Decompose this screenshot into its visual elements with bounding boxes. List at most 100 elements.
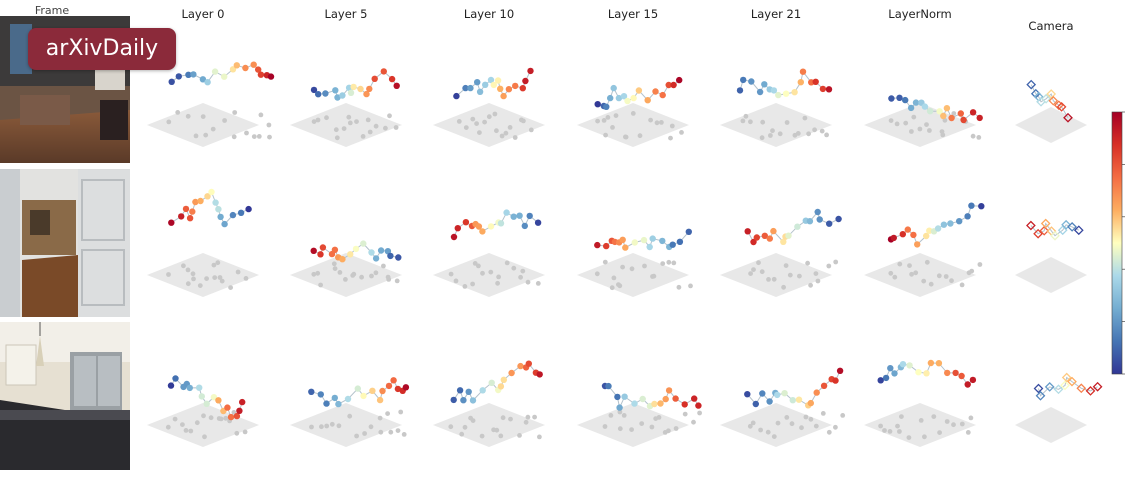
shadow-point [899, 414, 904, 419]
plot-r2-c1 [147, 188, 259, 297]
trajectory-point [331, 394, 338, 402]
shadow-point [470, 116, 476, 122]
trajectory-point [978, 203, 985, 210]
trajectory-point [976, 114, 983, 122]
trajectory-point [479, 387, 486, 394]
shadow-point [959, 282, 965, 288]
trajectory-point [915, 369, 922, 376]
column-title-layer-10: Layer 10 [464, 7, 514, 21]
trajectory-point [750, 238, 757, 246]
camera-frustum-marker [1026, 79, 1037, 90]
shadow-point [748, 271, 753, 276]
trajectory-point [267, 73, 275, 80]
trajectory-point [339, 256, 346, 263]
trajectory-point [782, 90, 790, 97]
trajectory-point [497, 220, 505, 227]
trajectory-point [657, 400, 664, 407]
ground-plane [1015, 107, 1087, 143]
shadow-point [630, 111, 636, 116]
trajectory-point [957, 110, 964, 117]
trajectory-point [233, 62, 240, 69]
ground-plane [147, 103, 259, 147]
shadow-point [620, 264, 625, 270]
shadow-point [924, 122, 929, 127]
shadow-point [824, 132, 829, 138]
shadow-point [368, 424, 374, 430]
shadow-point [365, 117, 371, 123]
trajectory-point [239, 398, 246, 406]
shadow-point [319, 424, 324, 430]
shadow-point [373, 123, 379, 129]
shadow-point [610, 125, 615, 130]
trajectory-point [494, 77, 502, 84]
shadow-point [965, 430, 971, 435]
shadow-point [611, 275, 617, 281]
shadow-point [523, 419, 529, 425]
shadow-point [903, 120, 909, 126]
shadow-point [666, 428, 671, 434]
trajectory-point [659, 91, 666, 99]
camera-frustum-marker [1040, 218, 1051, 229]
trajectory-point [761, 232, 768, 239]
trajectory-point [233, 412, 241, 420]
shadow-point [448, 271, 454, 277]
shadow-point [202, 434, 207, 440]
trajectory-point [350, 83, 357, 91]
trajectory-point [519, 85, 526, 92]
trajectory-point [317, 251, 324, 258]
trajectory-point [960, 116, 967, 124]
shadow-point [528, 127, 534, 133]
shadow-point [494, 427, 500, 433]
shadow-point [463, 125, 469, 130]
trajectory-point [186, 215, 194, 222]
shadow-point [601, 118, 607, 123]
shadow-point [784, 120, 790, 125]
shadow-point [784, 415, 790, 420]
trajectory-point [756, 88, 764, 96]
trajectory-point [791, 89, 798, 96]
trajectory-point [360, 240, 367, 247]
trajectory-point [385, 382, 393, 390]
trajectory-point [172, 375, 179, 382]
shadow-point [333, 127, 339, 133]
shadow-point [629, 427, 634, 432]
shadow-point [492, 111, 498, 117]
shadow-point [911, 114, 917, 120]
shadow-point [453, 278, 459, 284]
trajectory-point [229, 66, 237, 73]
trajectory-point [820, 382, 828, 389]
shadow-point [639, 421, 645, 426]
shadow-point [190, 271, 196, 277]
shadow-point [944, 419, 950, 424]
trajectory-point [620, 93, 628, 100]
trajectory-point [819, 85, 827, 93]
shadow-point [525, 279, 531, 285]
ground-plane [720, 403, 832, 447]
trajectory-point [395, 254, 402, 261]
shadow-point [258, 112, 264, 118]
shadow-point [385, 411, 390, 416]
shadow-point [795, 131, 801, 136]
ground-plane [864, 103, 976, 147]
trajectory-point [212, 199, 219, 206]
shadow-point [470, 418, 476, 423]
shadow-point [656, 415, 662, 420]
trajectory-point [672, 395, 679, 402]
trajectory-point [199, 76, 207, 83]
shadow-point [394, 278, 400, 284]
shadow-point [232, 110, 238, 115]
shadow-point [770, 128, 775, 134]
shadow-point [750, 420, 756, 426]
shadow-point [373, 270, 379, 276]
shadow-point [671, 260, 677, 266]
shadow-point [937, 430, 942, 435]
trajectory-point [167, 382, 175, 389]
trajectory-point [487, 76, 495, 84]
shadow-point [617, 409, 623, 415]
plot-r1-c2 [290, 68, 402, 147]
shadow-point [309, 424, 314, 430]
camera-frustum-marker [1061, 372, 1072, 383]
shadow-point [204, 276, 210, 281]
shadow-point [602, 424, 608, 429]
plot-r1-c5 [720, 68, 833, 147]
